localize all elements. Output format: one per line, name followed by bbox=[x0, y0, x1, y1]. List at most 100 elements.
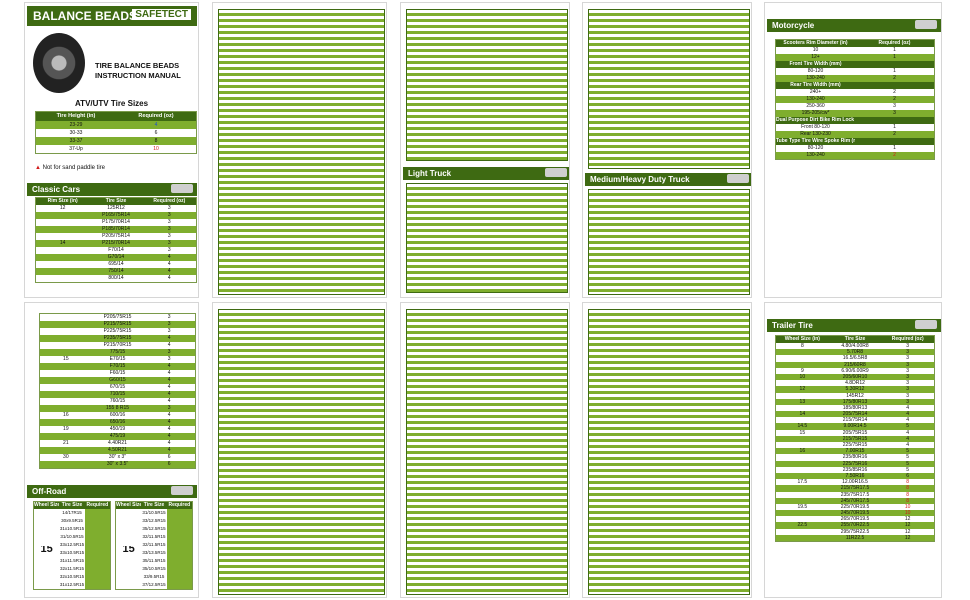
trailer-tire: 265/70R19.5 bbox=[840, 516, 870, 523]
trailer-tire: 4.8DR12 bbox=[845, 380, 865, 387]
page-table-4 bbox=[212, 302, 387, 598]
atv-table: Tire Height (in) Required (oz) 23-29 4 30-… bbox=[35, 111, 197, 154]
table-row: 245/70R19.5 10 bbox=[776, 510, 934, 517]
atv-note: ▲ Not for sand paddle tire bbox=[35, 165, 105, 171]
atv-cell: 10 bbox=[153, 145, 159, 152]
trailer-tire: 205/75R14 bbox=[842, 411, 868, 418]
or-header: Tire Size bbox=[143, 502, 165, 508]
moto-cell: 1 bbox=[893, 145, 896, 151]
atv-header-required: Required (oz) bbox=[138, 113, 174, 119]
trailer-wheel: 19.5 bbox=[797, 503, 808, 510]
cc-cell: 4 bbox=[167, 261, 171, 267]
trailer-tire: 225/75R15 bbox=[842, 442, 868, 448]
trailer-wheel: 10 bbox=[799, 373, 806, 380]
c15-cell: 4 bbox=[167, 384, 171, 390]
table-row: 185/80R13 4 bbox=[776, 404, 934, 412]
c15-cell: 4.40R21 bbox=[108, 440, 127, 446]
cc-cell: 695/14 bbox=[108, 261, 124, 267]
cc-cell: G70/14 bbox=[107, 254, 125, 260]
c15-cell: 155 8 R15 bbox=[105, 405, 130, 411]
atv-cell: 23-29 bbox=[69, 121, 83, 128]
table-row: 14 205/75R14 4 bbox=[776, 411, 934, 418]
classic-cars-table: Rim Size (in) Tire Size Required (oz) 12 12… bbox=[35, 197, 197, 283]
jeep-icon bbox=[171, 486, 193, 495]
or-cell: 32/11.5R15 bbox=[142, 534, 166, 539]
cc-cell: 4 bbox=[167, 275, 171, 281]
trailer-tire: 255/70R22.5 bbox=[840, 522, 870, 529]
medium-heavy-title: Medium/Heavy Duty Truck bbox=[590, 175, 690, 184]
trailer-wheel: 14.5 bbox=[797, 423, 808, 430]
or-cell: 33/12.5R15 bbox=[142, 518, 166, 523]
moto-cell: 3 bbox=[893, 110, 896, 116]
cc-cell: P175/70R14 bbox=[102, 219, 130, 225]
c15-cell: 30" x 3.5" bbox=[106, 461, 129, 467]
trailer-required: 8 bbox=[906, 491, 910, 498]
trailer-required: 8 bbox=[906, 485, 910, 492]
trailer-tire: 5.30R12 bbox=[845, 386, 865, 393]
trailer-wheel: 8 bbox=[800, 343, 804, 349]
dense-table bbox=[588, 309, 750, 595]
c15-rim: 30 bbox=[63, 454, 69, 460]
trailer-required: 3 bbox=[906, 367, 910, 374]
table-row: 16 7.00R15 5 bbox=[776, 448, 934, 455]
page-cover: BALANCE BEADS SAFETECT TIRE BALANCE BEAD… bbox=[24, 2, 199, 298]
c15-cell: P215/75R15 bbox=[103, 321, 132, 327]
atv-cell: 8 bbox=[154, 137, 158, 144]
page-cars-offroad: P205/75R15 3 P215/75R15 3 P225/75R15 3 P235… bbox=[24, 302, 199, 598]
moto-cell: 2 bbox=[893, 75, 896, 81]
trailer-tire: 11R22.5 bbox=[845, 534, 865, 541]
moto-cell: 2 bbox=[893, 152, 896, 158]
or-cell: 30x9.5R15 bbox=[61, 518, 83, 523]
table-row: 5.70R8 3 bbox=[776, 349, 934, 356]
atv-note-text: Not for sand paddle tire bbox=[42, 165, 105, 171]
c15-cell: 710/15 bbox=[109, 391, 126, 397]
trailer-tire: 215/75R17.5 bbox=[840, 485, 870, 492]
table-row: 225/75R15 4 bbox=[776, 442, 934, 449]
table-row: 13 175/80R13 3 bbox=[776, 398, 934, 405]
trailer-tire: 235/85R16 bbox=[842, 466, 868, 473]
c15-cell: 3 bbox=[167, 349, 171, 355]
cc-cell: 4 bbox=[167, 254, 171, 260]
table-row: 225/75R16 5 bbox=[776, 460, 934, 467]
trailer-tire: 16.5/6.5R8 bbox=[842, 355, 868, 362]
c15-cell: 650/16 bbox=[109, 419, 126, 425]
c15-cell: 4 bbox=[167, 370, 171, 376]
or-header: Required bbox=[168, 502, 191, 508]
or-header: Tire Size bbox=[61, 502, 83, 508]
c15-cell: F70/15 bbox=[109, 363, 126, 369]
c15-cell: 3 bbox=[167, 328, 171, 334]
cc-cell: 3 bbox=[167, 247, 171, 253]
trailer-tire: 245/70R17.5 bbox=[840, 497, 870, 504]
trailer-wheel: 16 bbox=[799, 448, 806, 455]
truck-icon bbox=[727, 174, 749, 183]
cc-cell: 3 bbox=[167, 226, 171, 232]
car-icon bbox=[171, 184, 193, 193]
cars15-table: P205/75R15 3 P215/75R15 3 P225/75R15 3 P235… bbox=[39, 313, 196, 469]
c15-cell: 775/15 bbox=[109, 349, 126, 355]
dense-table bbox=[218, 9, 385, 295]
brand-logo: SAFETECT bbox=[132, 9, 191, 20]
c15-rim: 21 bbox=[63, 440, 69, 446]
table-row: 8 4.80/4.00R8 3 bbox=[776, 343, 934, 350]
moto-cell: 2 bbox=[893, 96, 896, 102]
trailer-header-cell: Wheel Size (in) bbox=[784, 336, 820, 342]
trailer-tire: 5.70R8 bbox=[846, 349, 864, 356]
trailer-tire: 6.90/6.00R9 bbox=[841, 367, 869, 374]
trailer-required: 3 bbox=[906, 392, 910, 399]
or-cell: 35/10.5R15 bbox=[142, 566, 166, 571]
table-row: 17.5 12.00R16.5 8 bbox=[776, 479, 934, 486]
c15-cell: 3 bbox=[167, 405, 171, 411]
trailer-required: 5 bbox=[906, 423, 910, 430]
trailer-required: 3 bbox=[906, 343, 910, 349]
cc-cell: F70/14 bbox=[108, 247, 124, 253]
classic-cars-title: Classic Cars bbox=[32, 185, 81, 194]
table-row: 215/75R15 4 bbox=[776, 435, 934, 442]
or-cell: 33/13.5R15 bbox=[142, 550, 166, 555]
trailer-tire: 4.80/4.00R8 bbox=[841, 343, 869, 349]
trailer-tire: 7.50R16 bbox=[845, 472, 865, 479]
trailer-header-cell: Required (oz) bbox=[891, 336, 924, 342]
c15-cell: 30" x 3" bbox=[108, 454, 127, 460]
c15-cell: 4 bbox=[167, 377, 171, 383]
moto-cell: 80-120 bbox=[807, 145, 824, 151]
c15-cell: 4 bbox=[167, 419, 171, 425]
